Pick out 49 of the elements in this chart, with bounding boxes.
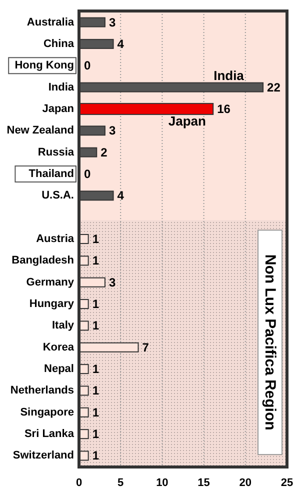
x-tick-label: 25 <box>280 477 294 489</box>
y-tick-label: Switzerland <box>12 450 74 462</box>
data-label: 7 <box>142 340 150 354</box>
data-label: 1 <box>92 362 100 376</box>
data-label: 1 <box>92 254 100 268</box>
data-label: 16 <box>217 102 231 116</box>
annotation: Japan <box>168 113 206 128</box>
y-tick-label: India <box>48 81 75 94</box>
data-label: 2 <box>100 145 108 160</box>
y-tick-label: China <box>43 38 75 50</box>
y-tick-label: Russia <box>38 146 75 158</box>
y-tick-label: Australia <box>26 16 75 28</box>
y-tick-label: Nepal <box>44 363 74 376</box>
data-label: 3 <box>108 124 116 138</box>
y-tick-label: Hong Kong <box>14 60 74 72</box>
data-label: 1 <box>92 405 100 420</box>
data-label: 4 <box>117 36 124 51</box>
y-tick-label: Italy <box>52 320 75 332</box>
y-tick-label: U.S.A. <box>42 190 74 202</box>
data-label: 0 <box>84 166 91 181</box>
x-tick-label: 10 <box>156 477 168 489</box>
data-label: 4 <box>117 188 124 203</box>
data-label: 3 <box>108 15 116 30</box>
data-label: 22 <box>267 80 281 94</box>
y-tick-label: Singapore <box>20 406 74 418</box>
y-tick-label: Japan <box>42 102 74 115</box>
y-tick-label: Sri Lanka <box>24 428 75 440</box>
data-label: 1 <box>92 384 100 398</box>
y-tick-label: New Zealand <box>6 124 74 137</box>
data-label: 1 <box>92 448 100 463</box>
data-label: 3 <box>108 275 116 290</box>
data-label: 1 <box>92 427 100 442</box>
y-tick-label: Netherlands <box>10 384 74 397</box>
y-tick-label: Austria <box>36 233 75 245</box>
y-tick-label: Hungary <box>29 298 75 310</box>
y-tick-label: Thailand <box>28 168 74 180</box>
x-tick-label: 15 <box>198 477 210 489</box>
y-tick-label: Bangladesh <box>12 254 74 267</box>
data-label: 1 <box>92 232 100 246</box>
y-tick-label: Germany <box>26 276 75 288</box>
x-tick-label: 20 <box>239 477 252 489</box>
data-label: 1 <box>92 318 100 333</box>
x-tick-label: 0 <box>76 477 82 489</box>
data-label: 1 <box>92 297 100 312</box>
annotation: India <box>214 68 245 83</box>
band-label: Non Lux Pacifica Region <box>262 254 278 430</box>
data-label: 0 <box>84 58 91 73</box>
y-tick-label: Korea <box>42 341 75 354</box>
x-tick-label: 5 <box>118 477 124 489</box>
